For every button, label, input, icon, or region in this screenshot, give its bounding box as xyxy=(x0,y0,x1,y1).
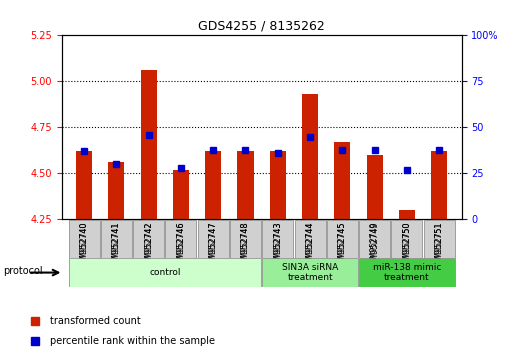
FancyBboxPatch shape xyxy=(101,220,132,258)
Bar xyxy=(108,162,125,219)
Bar xyxy=(238,152,253,219)
Text: GSM952745: GSM952745 xyxy=(338,222,347,268)
FancyBboxPatch shape xyxy=(391,220,422,258)
Bar xyxy=(334,142,350,219)
Text: GSM952748: GSM952748 xyxy=(241,222,250,272)
Bar xyxy=(399,210,415,219)
FancyBboxPatch shape xyxy=(133,220,164,258)
FancyBboxPatch shape xyxy=(262,258,358,287)
Bar xyxy=(141,70,157,219)
FancyBboxPatch shape xyxy=(230,220,261,258)
Bar xyxy=(205,152,221,219)
Text: percentile rank within the sample: percentile rank within the sample xyxy=(50,336,214,346)
Text: protocol: protocol xyxy=(3,266,43,276)
Text: GSM952751: GSM952751 xyxy=(435,222,444,272)
FancyBboxPatch shape xyxy=(166,220,196,258)
Bar xyxy=(302,94,318,219)
Text: GSM952749: GSM952749 xyxy=(370,222,379,272)
FancyBboxPatch shape xyxy=(198,220,229,258)
Text: control: control xyxy=(149,268,181,277)
Bar xyxy=(173,170,189,219)
Text: SIN3A siRNA
treatment: SIN3A siRNA treatment xyxy=(282,263,338,282)
Text: GSM952743: GSM952743 xyxy=(273,222,282,268)
Text: GSM952748: GSM952748 xyxy=(241,222,250,268)
Text: miR-138 mimic
treatment: miR-138 mimic treatment xyxy=(372,263,441,282)
Text: GSM952750: GSM952750 xyxy=(402,222,411,268)
FancyBboxPatch shape xyxy=(262,220,293,258)
Text: GSM952746: GSM952746 xyxy=(176,222,186,272)
Text: GSM952744: GSM952744 xyxy=(306,222,314,272)
Text: GSM952743: GSM952743 xyxy=(273,222,282,272)
Bar xyxy=(431,152,447,219)
Text: GSM952741: GSM952741 xyxy=(112,222,121,272)
Text: GSM952750: GSM952750 xyxy=(402,222,411,272)
Bar xyxy=(366,155,383,219)
FancyBboxPatch shape xyxy=(69,258,261,287)
Text: GSM952747: GSM952747 xyxy=(209,222,218,268)
Text: GSM952741: GSM952741 xyxy=(112,222,121,268)
Text: GSM952740: GSM952740 xyxy=(80,222,89,268)
FancyBboxPatch shape xyxy=(424,220,455,258)
Text: GSM952742: GSM952742 xyxy=(144,222,153,272)
FancyBboxPatch shape xyxy=(294,220,326,258)
Title: GDS4255 / 8135262: GDS4255 / 8135262 xyxy=(198,20,325,33)
Text: GSM952744: GSM952744 xyxy=(306,222,314,268)
Text: GSM952742: GSM952742 xyxy=(144,222,153,268)
Text: transformed count: transformed count xyxy=(50,316,141,326)
FancyBboxPatch shape xyxy=(359,220,390,258)
Text: GSM952751: GSM952751 xyxy=(435,222,444,268)
FancyBboxPatch shape xyxy=(359,258,455,287)
FancyBboxPatch shape xyxy=(69,220,100,258)
Bar xyxy=(76,152,92,219)
Text: GSM952749: GSM952749 xyxy=(370,222,379,268)
Text: GSM952740: GSM952740 xyxy=(80,222,89,272)
Text: GSM952746: GSM952746 xyxy=(176,222,186,268)
FancyBboxPatch shape xyxy=(327,220,358,258)
Text: GSM952745: GSM952745 xyxy=(338,222,347,272)
Bar xyxy=(270,152,286,219)
Text: GSM952747: GSM952747 xyxy=(209,222,218,272)
